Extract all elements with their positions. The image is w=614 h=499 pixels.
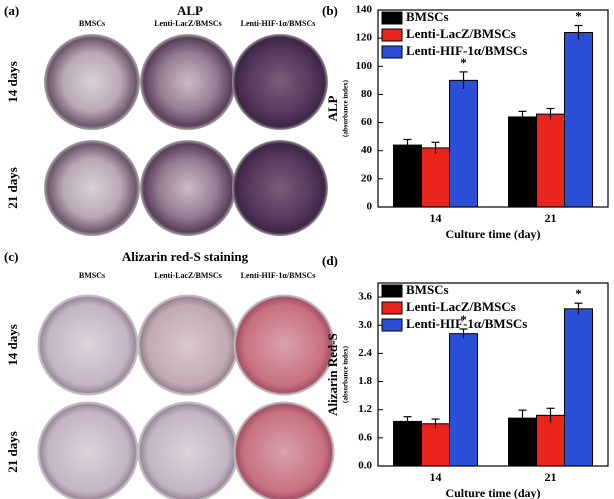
legend-label: Lenti-HIF-1α/BMSCs — [406, 43, 527, 58]
x-tick-label: 21 — [545, 211, 557, 225]
y-tick-label: 80 — [361, 88, 373, 100]
bar — [536, 113, 565, 208]
bar — [508, 116, 537, 208]
legend-swatch — [381, 45, 403, 59]
y-tick-label: 2.4 — [358, 347, 372, 359]
y-axis-sublabel: (absorbance index) — [342, 345, 350, 403]
y-axis-label: Alizarin Red-S — [325, 333, 340, 416]
panel-label: (c) — [4, 249, 18, 264]
bar — [449, 79, 478, 208]
y-tick-label: 0.0 — [358, 460, 372, 472]
culture-dish — [232, 34, 328, 130]
y-tick-label: 1.8 — [358, 375, 372, 387]
significance: * — [575, 8, 582, 23]
y-tick-label: 3.0 — [358, 319, 372, 331]
legend-label: Lenti-LacZ/BMSCs — [406, 299, 516, 314]
y-tick-label: 20 — [361, 172, 373, 184]
y-tick-label: 100 — [356, 60, 373, 72]
bar — [393, 144, 422, 208]
legend-label: BMSCs — [406, 9, 449, 24]
bar — [449, 333, 478, 467]
y-axis-label: ALP — [325, 95, 340, 121]
significance: * — [460, 55, 467, 70]
bar — [393, 420, 422, 467]
significance: * — [460, 312, 467, 327]
legend-label: BMSCs — [406, 282, 449, 297]
culture-dish — [37, 294, 139, 396]
significance: * — [575, 286, 582, 301]
legend-swatch — [381, 284, 403, 298]
bar — [564, 308, 593, 467]
y-tick-label: 140 — [356, 4, 373, 16]
plot-frame — [377, 9, 609, 208]
panel-a: (a) ALP BMSCs Lenti-LacZ/BMSCs Lenti-HIF… — [4, 3, 328, 236]
x-tick-label: 21 — [545, 470, 557, 484]
culture-dish — [37, 401, 139, 499]
column-label: Lenti-HIF-1α/BMSCs — [241, 19, 316, 28]
row-label: 21 days — [5, 431, 20, 473]
panel-c: (c) Alizarin red-S staining BMSCs Lenti-… — [4, 249, 335, 499]
bar — [564, 32, 593, 208]
culture-dish — [140, 34, 236, 130]
bar — [421, 147, 450, 208]
column-label: Lenti-LacZ/BMSCs — [154, 271, 222, 280]
plot-frame — [377, 282, 609, 467]
column-label: Lenti-HIF-1α/BMSCs — [241, 271, 316, 280]
x-axis-label: Culture time (day) — [445, 486, 540, 499]
culture-dish — [140, 140, 236, 236]
culture-dish — [137, 294, 239, 396]
y-tick-label: 1.2 — [358, 403, 372, 415]
culture-dish — [44, 140, 140, 236]
row-label: 14 days — [5, 61, 20, 103]
y-tick-label: 40 — [361, 144, 373, 156]
row-label: 14 days — [5, 324, 20, 366]
culture-dish — [232, 140, 328, 236]
y-tick-label: 0.6 — [358, 431, 372, 443]
x-tick-label: 14 — [430, 211, 442, 225]
column-label: Lenti-LacZ/BMSCs — [154, 19, 222, 28]
panel-label: (b) — [322, 3, 338, 18]
column-label: BMSCs — [79, 19, 105, 28]
y-axis-sublabel: (absorbance index) — [342, 79, 350, 137]
y-tick-label: 120 — [356, 32, 373, 44]
culture-dish — [233, 294, 335, 396]
legend-swatch — [381, 301, 403, 315]
y-tick-label: 60 — [361, 116, 373, 128]
legend-label: Lenti-HIF-1α/BMSCs — [406, 316, 527, 331]
legend-swatch — [381, 11, 403, 25]
bar — [536, 414, 565, 467]
y-tick-label: 0 — [367, 201, 373, 213]
chart: (d) 0.0 0.6 1.2 1.8 2.4 3.0 3.6 Alizarin Red-S (a… — [322, 253, 609, 499]
culture-dish — [137, 401, 239, 499]
panel-label: (a) — [4, 3, 19, 18]
legend-swatch — [381, 318, 403, 332]
row-label: 21 days — [5, 167, 20, 209]
chart: (b) 0 20 40 60 80 100 120 140 ALP (absorbance inde… — [322, 3, 609, 241]
y-tick-label: 3.6 — [358, 291, 372, 303]
culture-dish — [233, 401, 335, 499]
x-axis-label: Culture time (day) — [445, 227, 540, 241]
column-label: BMSCs — [79, 271, 105, 280]
culture-dish — [44, 34, 140, 130]
legend-swatch — [381, 28, 403, 42]
x-tick-label: 14 — [430, 470, 442, 484]
legend-label: Lenti-LacZ/BMSCs — [406, 26, 516, 41]
bar — [421, 423, 450, 467]
panel-title: Alizarin red-S staining — [122, 249, 249, 264]
panel-title: ALP — [177, 3, 203, 18]
panel-label: (d) — [322, 253, 338, 268]
